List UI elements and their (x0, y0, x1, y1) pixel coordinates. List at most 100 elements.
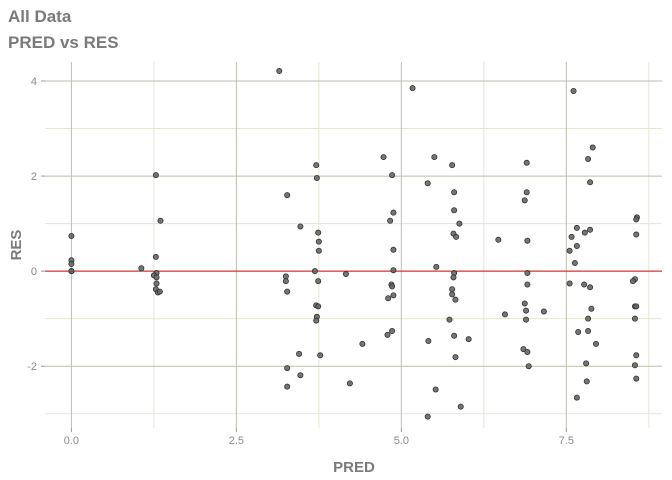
y-tick-label: -2 (27, 361, 37, 373)
data-point (284, 288, 291, 295)
data-point (449, 162, 456, 169)
data-point (284, 365, 291, 372)
data-point (581, 229, 588, 236)
data-point (409, 85, 416, 92)
data-point (456, 220, 463, 227)
data-point (282, 278, 289, 285)
data-point (585, 328, 592, 335)
chart-title: All Data (8, 7, 72, 26)
data-point (523, 159, 530, 166)
data-point (313, 162, 320, 169)
x-tick-label: 7.5 (559, 435, 574, 447)
data-point (390, 209, 397, 216)
data-point (585, 315, 592, 322)
data-point (384, 331, 391, 338)
data-point (523, 189, 530, 196)
data-point (520, 346, 527, 353)
data-point (495, 236, 502, 243)
data-point (501, 311, 508, 318)
data-point (389, 328, 396, 335)
data-point (583, 378, 590, 385)
data-point (633, 303, 640, 310)
data-point (284, 192, 291, 199)
data-point (566, 280, 573, 287)
data-point (452, 354, 459, 361)
data-point (424, 413, 431, 420)
data-point (633, 375, 640, 382)
data-point (342, 270, 349, 277)
data-point (424, 180, 431, 187)
data-point (524, 237, 531, 244)
data-point (524, 270, 531, 277)
data-point (153, 280, 160, 287)
data-point (385, 295, 392, 302)
x-tick-label: 2.5 (229, 435, 244, 447)
data-point (315, 303, 322, 310)
data-point (449, 291, 456, 298)
data-point (315, 238, 322, 245)
chart-subtitle: PRED vs RES (8, 33, 119, 52)
data-point (425, 338, 432, 345)
data-point (68, 268, 75, 275)
data-point (311, 268, 318, 275)
data-point (457, 403, 464, 410)
data-point (313, 174, 320, 181)
x-axis-label: PRED (333, 459, 375, 476)
data-point (451, 332, 458, 339)
y-axis-label: RES (8, 230, 25, 261)
data-point (633, 231, 640, 238)
data-point (525, 363, 532, 370)
data-point (446, 316, 453, 323)
data-point (465, 336, 472, 343)
data-point (588, 305, 595, 312)
data-point (157, 217, 164, 224)
data-point (346, 380, 353, 387)
data-point (452, 296, 459, 303)
data-point (389, 283, 396, 290)
data-point (450, 274, 457, 281)
x-tick-label: 5.0 (394, 435, 409, 447)
data-point (573, 242, 580, 249)
data-point (449, 286, 456, 293)
data-point (573, 224, 580, 231)
data-point (380, 154, 387, 161)
data-point (589, 144, 596, 151)
data-point (587, 179, 594, 186)
data-point (451, 189, 458, 196)
data-point (524, 348, 531, 355)
data-point (153, 274, 160, 281)
data-point (585, 155, 592, 162)
y-tick-label: 4 (31, 76, 37, 88)
data-point (451, 207, 458, 214)
data-point (297, 223, 304, 230)
data-point (431, 154, 438, 161)
data-point (523, 316, 530, 323)
data-point (587, 226, 594, 233)
data-point (68, 232, 75, 239)
data-point (631, 315, 638, 322)
data-point (570, 87, 577, 94)
data-point (453, 233, 460, 240)
data-point (571, 260, 578, 267)
data-point (297, 372, 304, 379)
data-point (315, 247, 322, 254)
data-point (317, 352, 324, 359)
data-point (633, 216, 640, 223)
data-point (524, 281, 531, 288)
data-point (389, 172, 396, 179)
y-tick-label: 2 (31, 171, 37, 183)
data-point (583, 360, 590, 367)
data-point (390, 292, 397, 299)
data-point (390, 246, 397, 253)
data-point (68, 261, 75, 268)
data-point (156, 288, 163, 295)
data-point (390, 267, 397, 274)
data-point (573, 394, 580, 401)
data-point (587, 284, 594, 291)
data-point (631, 362, 638, 369)
data-point (432, 386, 439, 393)
data-point (315, 278, 322, 285)
data-point (284, 383, 291, 390)
data-point (296, 350, 303, 357)
